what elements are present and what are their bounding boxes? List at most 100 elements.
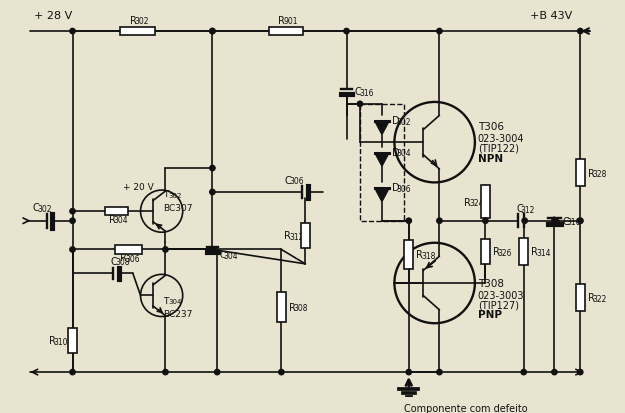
Text: 312: 312: [289, 232, 303, 241]
Text: 318: 318: [421, 251, 436, 260]
Bar: [68, 328, 77, 353]
Circle shape: [437, 218, 442, 224]
Circle shape: [70, 247, 75, 252]
Text: +B 43V: +B 43V: [531, 10, 572, 21]
Text: 302: 302: [37, 204, 52, 213]
Text: T: T: [164, 190, 169, 199]
Text: 304: 304: [396, 149, 411, 158]
Text: T308: T308: [478, 278, 504, 289]
Text: R: R: [49, 336, 56, 346]
Circle shape: [552, 370, 557, 375]
Text: 306: 306: [289, 177, 304, 185]
Text: 302: 302: [396, 117, 411, 126]
Text: NPN: NPN: [478, 153, 503, 163]
Text: 316: 316: [359, 89, 374, 97]
Text: 023-3004: 023-3004: [478, 133, 524, 143]
Text: R: R: [121, 252, 127, 263]
Text: R: R: [531, 247, 538, 257]
Circle shape: [482, 218, 488, 224]
Text: R: R: [130, 16, 137, 26]
Polygon shape: [375, 153, 389, 167]
Circle shape: [406, 218, 411, 224]
Text: 302: 302: [168, 192, 182, 198]
Text: T: T: [164, 296, 169, 305]
Text: 314: 314: [536, 248, 551, 257]
Circle shape: [437, 29, 442, 35]
Text: 322: 322: [592, 294, 607, 303]
Bar: [404, 240, 413, 269]
Circle shape: [70, 29, 75, 35]
Text: C: C: [284, 175, 291, 185]
Circle shape: [210, 247, 215, 252]
Bar: [269, 28, 303, 36]
Text: R: R: [588, 293, 595, 303]
Bar: [277, 292, 286, 323]
Bar: [301, 223, 309, 248]
Circle shape: [552, 218, 557, 224]
Text: 324: 324: [469, 199, 484, 207]
Text: 312: 312: [521, 205, 535, 214]
Text: 304: 304: [168, 299, 182, 304]
Bar: [481, 240, 490, 264]
Text: C: C: [32, 203, 39, 213]
Text: C: C: [516, 204, 523, 214]
Text: 308: 308: [116, 258, 130, 267]
Bar: [114, 246, 141, 254]
Circle shape: [578, 29, 583, 35]
Text: + 28 V: + 28 V: [34, 10, 72, 21]
Text: 328: 328: [592, 170, 607, 179]
Text: 302: 302: [135, 17, 149, 26]
Bar: [105, 207, 128, 216]
Text: 310: 310: [53, 337, 68, 346]
Bar: [576, 160, 584, 187]
Circle shape: [70, 370, 75, 375]
Text: 308: 308: [294, 304, 308, 313]
Circle shape: [210, 247, 215, 252]
Circle shape: [521, 370, 526, 375]
Text: D: D: [391, 147, 399, 157]
Circle shape: [214, 370, 220, 375]
Text: 023-3003: 023-3003: [478, 290, 524, 300]
Circle shape: [357, 102, 362, 107]
Circle shape: [522, 218, 528, 224]
Circle shape: [162, 247, 168, 252]
Text: R: R: [416, 249, 423, 260]
Text: 304: 304: [114, 216, 128, 225]
Polygon shape: [375, 189, 389, 202]
Polygon shape: [375, 122, 389, 135]
Text: (TIP127): (TIP127): [478, 299, 519, 309]
Text: 310: 310: [567, 218, 581, 227]
Circle shape: [578, 370, 583, 375]
Bar: [121, 28, 155, 36]
Circle shape: [162, 370, 168, 375]
Text: R: R: [284, 230, 291, 240]
Text: R: R: [109, 214, 116, 224]
Text: + 20 V: + 20 V: [123, 183, 154, 192]
Text: R: R: [493, 247, 500, 257]
Text: C: C: [354, 87, 361, 97]
Text: 306: 306: [396, 184, 411, 193]
Circle shape: [344, 29, 349, 35]
Text: C: C: [219, 250, 226, 259]
Text: R: R: [289, 302, 296, 312]
Text: C: C: [111, 256, 118, 266]
Text: R: R: [588, 169, 595, 178]
Text: Componente com defeito: Componente com defeito: [404, 403, 528, 413]
Text: PNP: PNP: [478, 309, 502, 319]
Circle shape: [279, 370, 284, 375]
Circle shape: [70, 209, 75, 214]
Text: R: R: [279, 16, 286, 26]
Text: 326: 326: [498, 248, 512, 257]
Text: T306: T306: [478, 122, 504, 132]
Bar: [481, 186, 490, 218]
Text: 306: 306: [125, 254, 140, 263]
Circle shape: [406, 370, 411, 375]
Circle shape: [210, 29, 215, 35]
Text: 901: 901: [283, 17, 298, 26]
Text: C: C: [562, 216, 569, 226]
Text: (TIP122): (TIP122): [478, 143, 519, 153]
Text: D: D: [391, 116, 399, 126]
Bar: [576, 284, 584, 311]
Text: BC307: BC307: [164, 204, 193, 213]
Circle shape: [437, 370, 442, 375]
